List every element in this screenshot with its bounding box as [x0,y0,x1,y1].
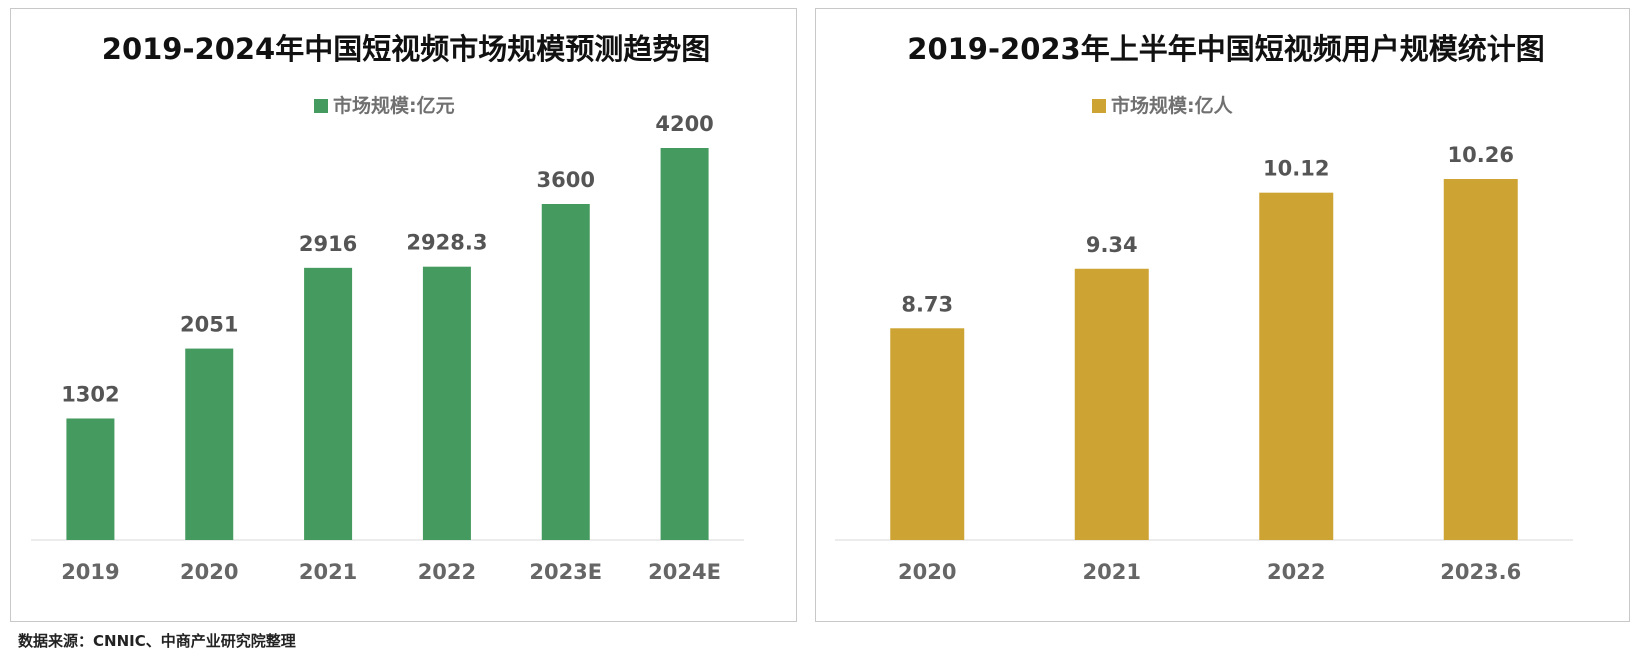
legend-label: 市场规模:亿人 [1111,94,1234,117]
chart-title: 2019-2024年中国短视频市场规模预测趋势图 [102,32,710,66]
user-size-chart: 2019-2023年上半年中国短视频用户规模统计图 市场规模:亿人 8.73 9.… [835,32,1573,584]
legend-swatch [314,99,328,113]
bar-group [66,148,709,540]
value-label-2021: 2916 [299,232,357,256]
x-tick-group: 2020 2021 2022 2023.6 [898,560,1521,584]
value-label-2022: 10.12 [1263,157,1329,181]
value-label-group: 8.73 9.34 10.12 10.26 [901,143,1514,316]
x-tick-2023E: 2023E [529,560,602,584]
value-label-group: 1302 2051 2916 2928.3 3600 4200 [61,112,714,406]
x-tick-2020: 2020 [180,560,238,584]
legend-label: 市场规模:亿元 [333,94,455,117]
x-tick-2020: 2020 [898,560,956,584]
x-tick-2024E: 2024E [648,560,721,584]
chart-panel-user-size: 2019-2023年上半年中国短视频用户规模统计图 市场规模:亿人 8.73 9.… [815,8,1630,622]
bar-2024E [660,148,709,540]
chart-panel-market-size: 2019-2024年中国短视频市场规模预测趋势图 市场规模:亿元 1302 205… [10,8,797,622]
value-label-2024E: 4200 [655,112,713,136]
source-note: 数据来源：CNNIC、中商产业研究院整理 [18,632,296,650]
x-tick-2022: 2022 [1267,560,1325,584]
value-label-2022: 2928.3 [406,231,487,255]
bar-2019 [66,418,115,540]
bar-2022 [422,266,471,540]
value-label-2023E: 3600 [537,168,595,192]
market-size-chart: 2019-2024年中国短视频市场规模预测趋势图 市场规模:亿元 1302 205… [31,32,744,584]
value-label-2019: 1302 [61,382,119,406]
bar-2023E [541,204,590,540]
chart-title: 2019-2023年上半年中国短视频用户规模统计图 [907,32,1544,66]
bar-2023.6 [1443,179,1518,540]
x-tick-2019: 2019 [61,560,119,584]
x-tick-2023.6: 2023.6 [1440,560,1521,584]
value-label-2020: 8.73 [901,292,953,316]
value-label-2020: 2051 [180,313,238,337]
x-tick-group: 2019 2020 2021 2022 2023E 2024E [61,560,721,584]
x-tick-2021: 2021 [1083,560,1141,584]
bar-2021 [304,267,353,540]
legend-swatch [1092,99,1106,113]
x-tick-2021: 2021 [299,560,357,584]
value-label-2023.6: 10.26 [1448,143,1514,167]
bar-2020 [185,348,234,540]
bar-2021 [1074,268,1149,540]
x-tick-2022: 2022 [418,560,476,584]
bar-group [890,179,1518,540]
value-label-2021: 9.34 [1086,233,1138,257]
bar-2020 [890,328,965,540]
bar-2022 [1259,192,1334,540]
